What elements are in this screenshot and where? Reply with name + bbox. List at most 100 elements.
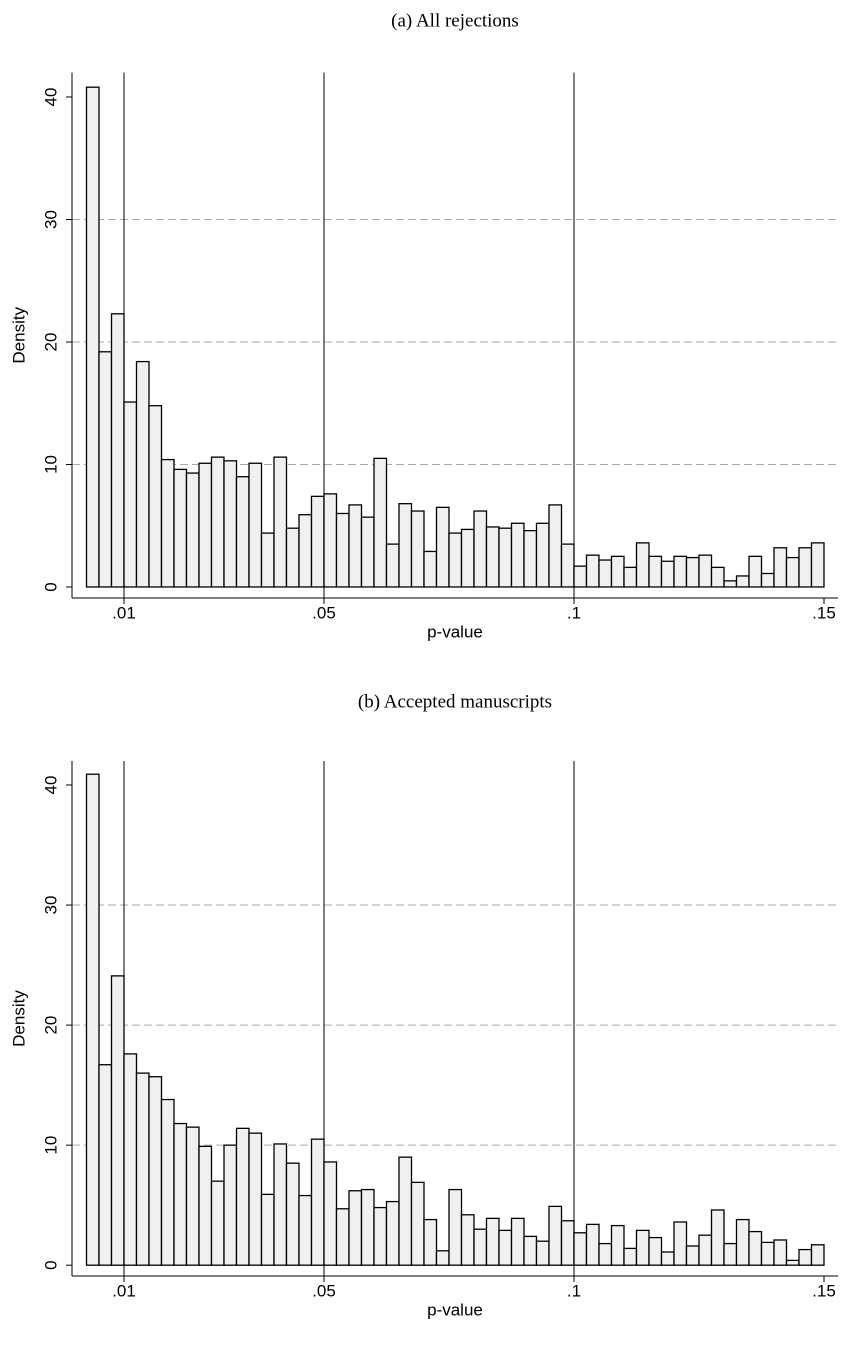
bar: [410, 1181, 425, 1266]
bar: [85, 773, 100, 1266]
x-tick-label: .01: [112, 1281, 136, 1300]
bar: [485, 526, 500, 588]
bar: [285, 527, 300, 588]
bar: [635, 1229, 650, 1266]
bar: [573, 1232, 588, 1266]
bar: [398, 503, 413, 588]
bar: [748, 555, 763, 588]
bar: [485, 1217, 500, 1266]
bar: [573, 565, 588, 588]
bar: [273, 1143, 288, 1266]
bar: [348, 504, 363, 588]
bar: [510, 1217, 525, 1266]
bar: [785, 556, 800, 588]
bar: [810, 1244, 825, 1266]
bar: [535, 1240, 550, 1266]
x-tick-label: .1: [567, 1281, 581, 1300]
bar: [198, 462, 213, 588]
bar: [210, 1180, 225, 1266]
bar: [523, 529, 538, 588]
y-tick-label: 30: [41, 210, 60, 229]
bar: [748, 1230, 763, 1266]
bar: [135, 1072, 150, 1266]
bar: [310, 495, 325, 588]
bar: [685, 556, 700, 588]
y-tick-label: 40: [41, 776, 60, 795]
bar: [85, 86, 100, 588]
x-tick-label: .15: [812, 1281, 836, 1300]
bar: [123, 401, 138, 588]
bar: [235, 1127, 250, 1266]
bar: [673, 1221, 688, 1266]
bar: [698, 554, 713, 588]
bar: [148, 1076, 163, 1266]
bar: [460, 528, 475, 588]
bar: [560, 543, 575, 588]
bar: [523, 1235, 538, 1266]
bar: [398, 1156, 413, 1266]
y-tick-label: 20: [41, 1016, 60, 1035]
bar: [148, 405, 163, 588]
bar: [185, 1126, 200, 1266]
y-tick-label: 10: [41, 455, 60, 474]
bar: [473, 510, 488, 588]
bar: [435, 506, 450, 588]
bar: [460, 1214, 475, 1266]
bar: [223, 1144, 238, 1266]
bar: [110, 313, 125, 588]
y-tick-label: 20: [41, 333, 60, 352]
bar: [623, 566, 638, 588]
x-tick-label: .01: [112, 603, 136, 622]
bar: [98, 351, 113, 588]
bar: [335, 512, 350, 588]
bar: [223, 460, 238, 588]
bar: [685, 1245, 700, 1266]
bar: [448, 532, 463, 588]
bar: [773, 1239, 788, 1266]
y-tick-label: 40: [41, 88, 60, 107]
bar: [198, 1145, 213, 1266]
bar: [598, 1242, 613, 1266]
bar: [735, 575, 750, 588]
bar: [673, 555, 688, 588]
bar: [560, 1220, 575, 1266]
bar: [760, 1241, 775, 1266]
bar: [810, 542, 825, 588]
bar: [585, 554, 600, 588]
bar: [385, 543, 400, 588]
bar: [285, 1162, 300, 1266]
chart-title: (b) Accepted manuscripts: [358, 691, 552, 712]
bar: [435, 1250, 450, 1266]
bar: [698, 1234, 713, 1266]
bar: [360, 1188, 375, 1266]
bar: [660, 560, 675, 588]
bar: [610, 1224, 625, 1266]
x-tick-label: .05: [312, 1281, 336, 1300]
bar: [385, 1200, 400, 1266]
bar: [410, 510, 425, 588]
bar: [710, 566, 725, 588]
bar: [98, 1064, 113, 1266]
y-tick-label: 0: [41, 1260, 60, 1269]
bar: [798, 1248, 813, 1266]
bar: [173, 1122, 188, 1266]
y-tick-label: 10: [41, 1136, 60, 1155]
bar: [248, 1132, 263, 1266]
bar: [298, 1194, 313, 1266]
bar: [498, 1229, 513, 1266]
bar: [135, 360, 150, 588]
bar: [610, 555, 625, 588]
x-axis-label: p-value: [427, 1300, 483, 1319]
bar: [648, 555, 663, 588]
y-axis-label: Density: [9, 306, 28, 363]
x-axis-label: p-value: [427, 622, 483, 641]
bar: [123, 1053, 138, 1266]
bar: [323, 1161, 338, 1266]
bar: [173, 468, 188, 588]
bar: [660, 1251, 675, 1266]
bar: [373, 1206, 388, 1266]
y-axis-label: Density: [9, 990, 28, 1047]
bar: [548, 1205, 563, 1266]
bar: [210, 456, 225, 588]
bar: [423, 550, 438, 588]
